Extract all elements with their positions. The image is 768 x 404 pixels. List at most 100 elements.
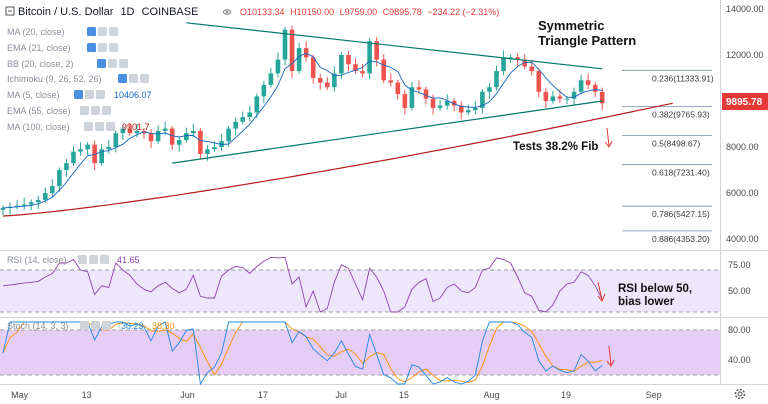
ohlc-close: C9895.78 (383, 7, 422, 17)
pattern-annotation: Symmetric Triangle Pattern (538, 18, 636, 48)
candle (332, 66, 337, 92)
candle-body (282, 29, 288, 60)
eye-icon[interactable] (97, 59, 106, 68)
candle-body (275, 59, 281, 74)
close-icon[interactable] (106, 122, 115, 131)
candle (0, 205, 6, 216)
eye-icon[interactable] (80, 321, 89, 330)
rsi-legend[interactable]: RSI (14, close) 41.65 (7, 255, 140, 265)
time-tick-label: Sep (646, 390, 662, 400)
collapse-icon[interactable] (5, 6, 15, 16)
stoch-legend[interactable]: Stoch (14, 3, 3) 30.23 38.30 (7, 321, 175, 331)
rsi-pane[interactable] (0, 270, 720, 312)
svg-text:O10133.34 H10150.00: O10133.34 H10150.00 L9759.00 C9895.78 −2… (240, 7, 499, 17)
candle-body (0, 207, 6, 210)
time-axis[interactable]: May 13 Jun 17 Jul 15 Aug 19 Sep (11, 390, 662, 400)
settings-icon[interactable] (85, 90, 94, 99)
candle (585, 73, 591, 90)
candle (529, 59, 535, 76)
candle-body (515, 57, 520, 60)
candle-body (310, 57, 316, 78)
eye-icon[interactable] (74, 90, 83, 99)
stoch-legend-label: Stoch (14, 3, 3) (7, 321, 69, 331)
candle-body (303, 48, 309, 58)
indicator-label: EMA (55, close) (7, 106, 71, 116)
close-icon[interactable] (102, 106, 111, 115)
down-arrow-icon (597, 281, 606, 302)
rsi-tick-label: 50.00 (728, 286, 751, 296)
ohlc-change: −234.22 (−2.31%) (427, 7, 499, 17)
candle (599, 87, 605, 111)
fib-label: 0.618(7231.40) (652, 168, 710, 178)
rsi-path (2, 256, 603, 313)
candle (353, 58, 358, 74)
candle-body (353, 64, 358, 72)
candle (85, 141, 90, 155)
gear-icon[interactable] (734, 388, 746, 400)
close-icon[interactable] (109, 27, 118, 36)
close-icon[interactable] (109, 43, 118, 52)
candle-body (169, 128, 175, 145)
rsi-note-line2: bias lower (618, 296, 675, 308)
candle-body (247, 112, 253, 118)
eye-icon[interactable] (87, 27, 96, 36)
settings-icon[interactable] (129, 74, 138, 83)
candle-body (451, 101, 457, 106)
settings-icon[interactable] (91, 106, 100, 115)
candle-body (198, 130, 203, 154)
candle (155, 125, 161, 145)
close-icon[interactable] (140, 74, 149, 83)
settings-icon[interactable] (108, 59, 117, 68)
candle (148, 129, 154, 149)
fib-label: 0.886(4353.20) (652, 234, 710, 244)
close-icon[interactable] (100, 255, 109, 264)
candle-body (381, 59, 386, 81)
candle (43, 187, 48, 203)
settings-icon[interactable] (89, 255, 98, 264)
eye-icon[interactable] (118, 74, 127, 83)
triangle-pattern[interactable] (172, 22, 603, 164)
settings-icon[interactable] (91, 321, 100, 330)
candle (346, 50, 351, 72)
candle-body (99, 149, 104, 164)
rsi-legend-value: 41.65 (117, 255, 140, 265)
indicator-row[interactable]: MA (20, close) (7, 27, 118, 37)
eye-icon[interactable] (84, 122, 93, 131)
candle-body (64, 163, 69, 170)
ma5-path (2, 52, 603, 209)
price-axis[interactable]: 14000.0012000.0010000.008000.006000.0040… (726, 4, 764, 244)
candle-body (430, 98, 436, 108)
close-icon[interactable] (102, 321, 111, 330)
eye-icon[interactable] (87, 43, 96, 52)
eye-icon[interactable] (78, 255, 87, 264)
indicator-legend[interactable]: MA (20, close) EMA (21, close) BB (20, c… (7, 27, 152, 132)
indicator-row[interactable]: EMA (55, close) (7, 106, 111, 116)
candle-body (480, 91, 485, 108)
candle-body (339, 55, 344, 74)
candles[interactable] (0, 25, 605, 216)
triangle-upper-line (186, 22, 603, 70)
pattern-title-line2: Triangle Pattern (538, 33, 636, 48)
indicator-row[interactable]: MA (100, close) 9901.7 (7, 122, 150, 132)
fib-label: 0.236(11333.91) (652, 73, 714, 83)
eye-icon[interactable] (80, 106, 89, 115)
indicator-row[interactable]: EMA (21, close) (7, 43, 118, 53)
candle (395, 79, 401, 100)
visibility-icon[interactable] (223, 9, 231, 15)
settings-icon[interactable] (98, 43, 107, 52)
indicator-row[interactable]: MA (5, close) 10406.07 (7, 90, 152, 100)
candle (444, 94, 450, 110)
close-icon[interactable] (119, 59, 128, 68)
settings-icon[interactable] (98, 27, 107, 36)
candle (409, 81, 415, 111)
candle-body (487, 87, 492, 92)
indicator-row[interactable]: Ichimoku (9, 26, 52, 26) (7, 74, 149, 84)
oscillator-axis: 75.00 50.00 80.00 40.00 (728, 260, 751, 365)
candle (571, 87, 577, 106)
close-icon[interactable] (96, 90, 105, 99)
candle-body (571, 91, 577, 99)
settings-icon[interactable] (95, 122, 104, 131)
indicator-row[interactable]: BB (20, close, 2) (7, 59, 128, 69)
candle-body (416, 87, 422, 90)
